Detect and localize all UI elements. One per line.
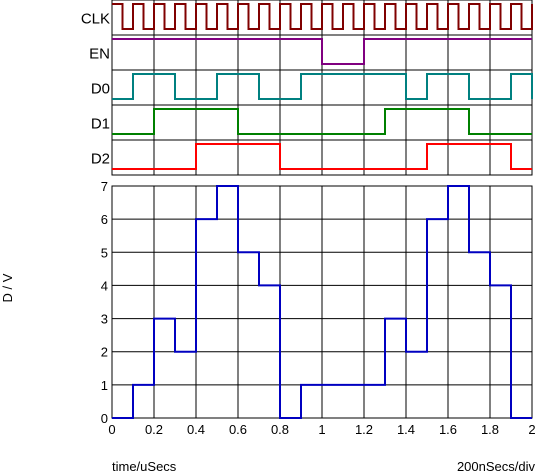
trace-label-en: EN — [89, 46, 110, 63]
x-tick-label: 1.4 — [397, 422, 415, 437]
x-tick-label: 0.4 — [187, 422, 205, 437]
x-tick-label: 2 — [528, 422, 535, 437]
x-tick-label: 1.6 — [439, 422, 457, 437]
x-tick-label: 0 — [108, 422, 115, 437]
y-tick-label: 7 — [101, 179, 108, 194]
y-tick-label: 1 — [101, 378, 108, 393]
trace-d0 — [112, 73, 533, 100]
x-tick-label: 1 — [318, 422, 325, 437]
analog-plot-panel: 0 0.2 0.4 0.6 0.8 1 1.2 1.4 1.6 1.8 2 0 1 2 3 4 5 6 7 — [101, 179, 536, 437]
y-tick-label: 2 — [101, 345, 108, 360]
x-tick-label: 1.8 — [481, 422, 499, 437]
y-tick-label: 3 — [101, 312, 108, 327]
x-tick-label: 0.6 — [229, 422, 247, 437]
x-tick-label: 1.2 — [355, 422, 373, 437]
trace-clk — [112, 3, 533, 30]
y-tick-label: 4 — [101, 278, 108, 293]
trace-label-d2: D2 — [91, 151, 110, 168]
time-scale-label: 200nSecs/div — [457, 459, 536, 472]
x-axis-label: time/uSecs — [112, 459, 177, 472]
series-line-0 — [112, 185, 532, 419]
y-tick-label: 0 — [101, 411, 108, 426]
y-tick-label: 5 — [101, 245, 108, 260]
trace-label-d1: D1 — [91, 116, 110, 133]
trace-label-d0: D0 — [91, 81, 110, 98]
y-tick-label: 6 — [101, 212, 108, 227]
x-tick-label: 0.2 — [145, 422, 163, 437]
trace-en — [112, 38, 532, 65]
digital-trace-panel: CLK EN D0 D1 D2 — [81, 0, 533, 176]
trace-d2 — [112, 143, 532, 170]
trace-label-clk: CLK — [81, 11, 110, 28]
y-axis-label: D / V — [0, 273, 15, 302]
trace-d1 — [112, 108, 532, 135]
x-tick-label: 0.8 — [271, 422, 289, 437]
